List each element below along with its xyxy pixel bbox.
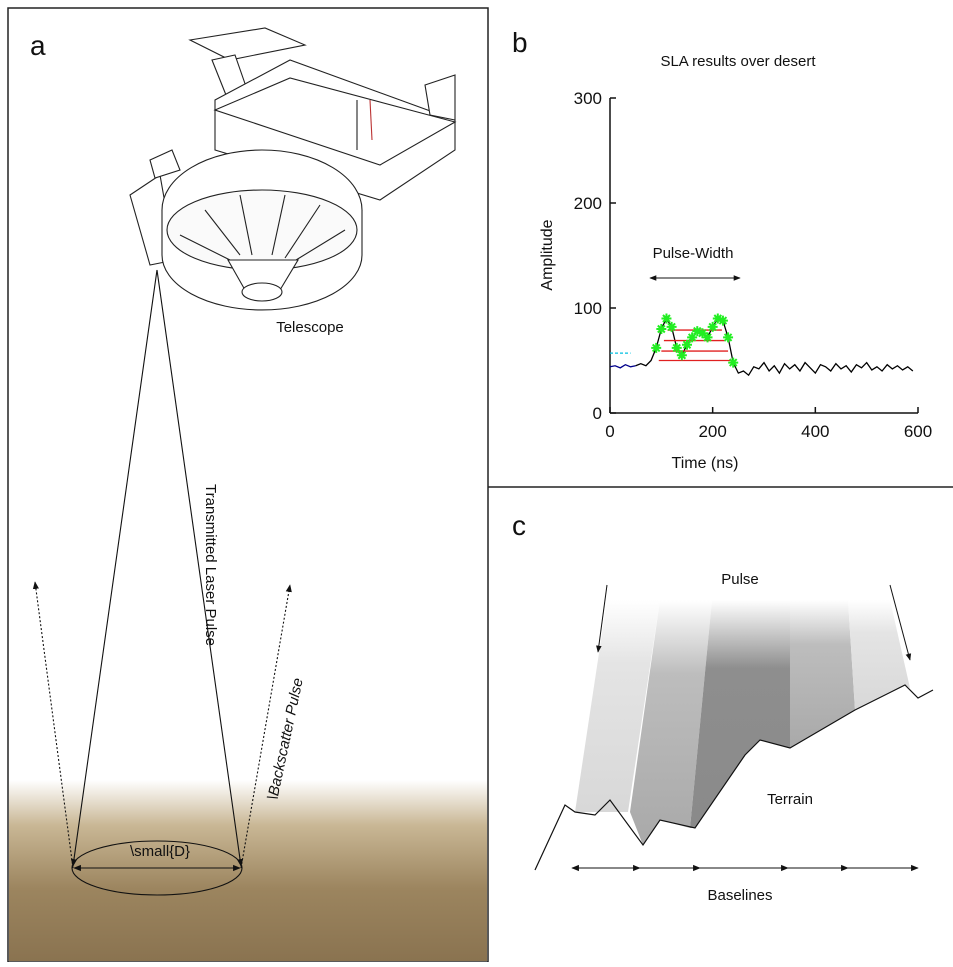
terrain-label: Terrain — [767, 791, 813, 808]
marker — [718, 316, 728, 326]
y-tick-label: 100 — [574, 299, 602, 318]
y-axis-label: Amplitude — [539, 219, 556, 290]
panel-label: a — [30, 30, 46, 61]
baselines-label: Baselines — [707, 887, 772, 904]
marker — [682, 340, 692, 350]
y-tick-label: 200 — [574, 194, 602, 213]
page: {"panels": { "a": {"label": "a", "telesc… — [0, 0, 953, 967]
chart-title: SLA results over desert — [660, 53, 816, 70]
telescope-drawing — [130, 28, 455, 310]
marker — [677, 350, 687, 360]
footprint-label: \small{D} — [130, 843, 190, 860]
y-tick-label: 300 — [574, 89, 602, 108]
panel-label: c — [512, 510, 526, 541]
x-axis-label: Time (ns) — [672, 455, 739, 472]
x-tick-label: 600 — [904, 422, 932, 441]
marker — [651, 343, 661, 353]
plot: 0 100 200 300 0 200 400 600 — [574, 89, 933, 441]
annotation: Pulse-Width — [653, 245, 734, 262]
x-tick-label: 0 — [605, 422, 614, 441]
series-line — [610, 365, 636, 368]
transmitted-label: Transmitted Laser Pulse — [202, 484, 219, 646]
pulse-bands — [575, 600, 910, 845]
panel-label: b — [512, 27, 528, 58]
marker — [661, 314, 671, 324]
marker — [728, 358, 738, 368]
marker — [656, 324, 666, 334]
x-tick-label: 200 — [698, 422, 726, 441]
marker — [667, 322, 677, 332]
marker — [708, 322, 718, 332]
y-tick-label: 0 — [593, 404, 602, 423]
marker — [703, 332, 713, 342]
marker — [672, 343, 682, 353]
telescope-label: Telescope — [276, 319, 344, 336]
x-tick-label: 400 — [801, 422, 829, 441]
pulse-label: Pulse — [721, 571, 759, 588]
figure: a Telescope \small{D} Transmitted Laser … — [0, 0, 953, 962]
ground — [9, 780, 487, 961]
marker — [723, 332, 733, 342]
